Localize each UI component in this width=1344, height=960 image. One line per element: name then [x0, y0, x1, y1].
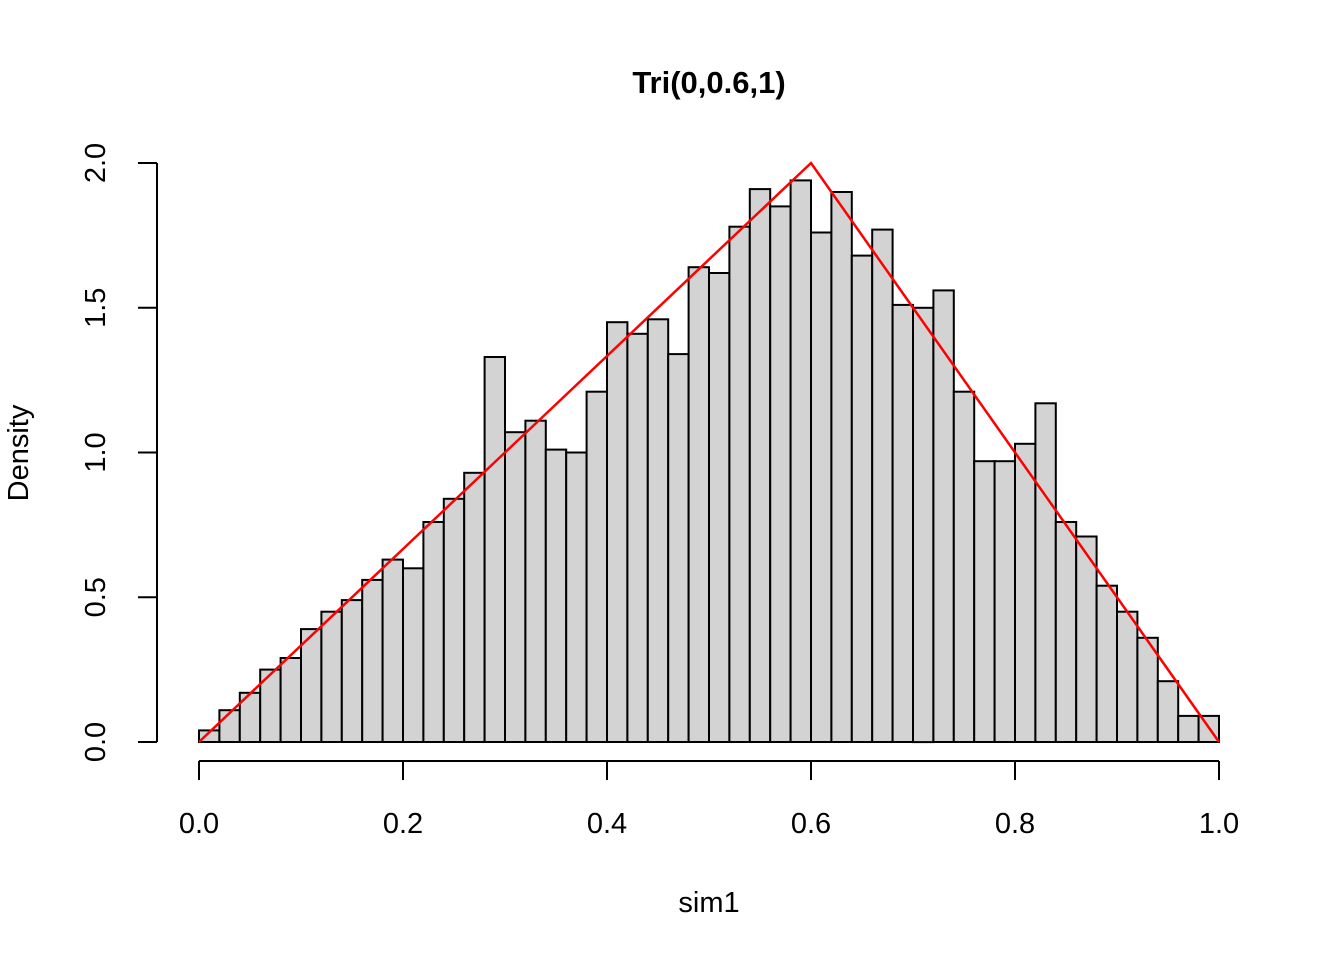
histogram-bar	[381, 558, 405, 743]
histogram-bar	[1177, 714, 1200, 744]
histogram-bar	[993, 460, 1016, 743]
histogram-bar	[912, 306, 935, 744]
x-tick-label: 0.8	[995, 808, 1035, 840]
histogram-bar	[402, 567, 425, 743]
histogram-bar	[973, 460, 996, 743]
histogram-bar	[830, 191, 853, 743]
x-tick-label: 1.0	[1199, 808, 1239, 840]
histogram-bar	[667, 353, 690, 743]
histogram-bar	[871, 228, 894, 744]
y-tick-label: 1.0	[80, 432, 112, 472]
histogram-bar	[1054, 521, 1078, 743]
y-axis: 0.0 0.5 1.0 1.5 2.0	[80, 143, 158, 762]
histogram-bar	[687, 266, 710, 743]
histogram-bar	[340, 599, 364, 743]
histogram-bar	[585, 390, 608, 743]
histogram-bar	[708, 272, 731, 743]
x-tick-label: 0.2	[383, 808, 423, 840]
histogram-bar	[728, 225, 751, 743]
histogram-bar	[1116, 610, 1139, 744]
histogram-bar	[626, 332, 649, 743]
histogram-bar	[442, 497, 466, 743]
histogram-bar	[300, 628, 323, 743]
histogram-bar	[952, 390, 976, 743]
histogram-bar	[279, 657, 303, 743]
y-tick-label: 0.0	[80, 722, 112, 762]
histogram-bar	[1136, 636, 1159, 743]
histogram-bar	[524, 419, 547, 743]
y-tick-label: 1.5	[80, 288, 112, 328]
histogram-bar	[1014, 442, 1037, 743]
histogram-bar	[463, 471, 486, 743]
y-axis-label: Density	[3, 404, 35, 501]
histogram-bar	[1075, 535, 1098, 743]
histogram-bar	[422, 521, 445, 743]
histogram-bar	[850, 254, 874, 743]
histogram-bar	[361, 578, 384, 744]
y-tick-label: 0.5	[80, 577, 112, 617]
histogram-bar	[1156, 680, 1180, 744]
histogram-bar	[810, 231, 833, 743]
histogram-bar	[769, 205, 792, 743]
x-axis-label: sim1	[678, 887, 739, 919]
histogram-bar	[646, 318, 670, 743]
histogram-bars	[198, 179, 1220, 744]
chart-title: Tri(0,0.6,1)	[632, 65, 785, 100]
histogram-bar	[891, 303, 914, 743]
histogram-bar	[1095, 584, 1118, 744]
x-tick-label: 0.0	[179, 808, 219, 840]
histogram-bar	[789, 179, 812, 743]
histogram-bar	[544, 448, 568, 743]
histogram-bar	[1034, 402, 1057, 743]
histogram-bar	[483, 356, 507, 743]
histogram-bar	[606, 321, 629, 743]
histogram-bar	[218, 709, 241, 744]
histogram-bar	[748, 188, 772, 744]
histogram-bar	[504, 431, 527, 743]
triangular-density-line	[198, 161, 1221, 743]
x-tick-label: 0.4	[587, 808, 627, 840]
histogram-bar	[320, 610, 343, 744]
histogram-bar	[565, 451, 588, 743]
histogram-bar	[932, 289, 955, 743]
x-tick-label: 0.6	[791, 808, 831, 840]
x-axis: 0.0 0.2 0.4 0.6 0.8 1.0	[179, 760, 1239, 840]
y-tick-label: 2.0	[80, 143, 112, 183]
